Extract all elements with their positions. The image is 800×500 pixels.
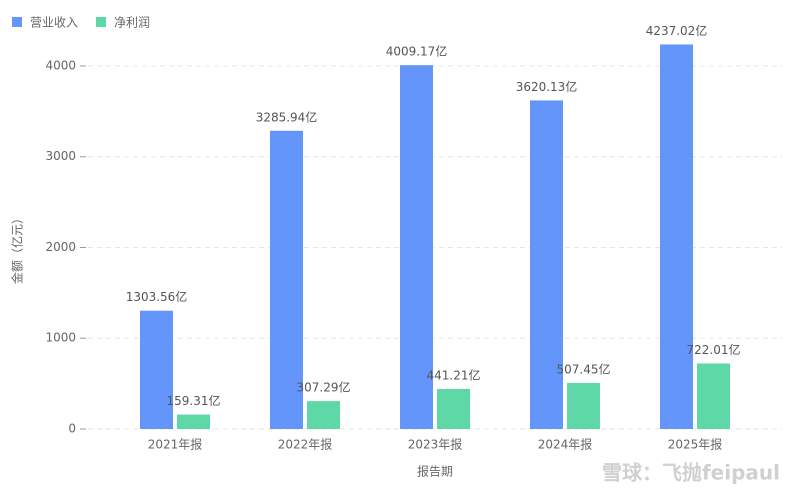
watermark: 雪球：飞抛feipaul bbox=[602, 461, 780, 485]
x-tick-label: 2024年报 bbox=[538, 437, 593, 452]
x-tick-label: 2023年报 bbox=[408, 437, 463, 452]
bar bbox=[307, 401, 340, 429]
value-label: 722.01亿 bbox=[687, 342, 741, 357]
value-label: 159.31亿 bbox=[167, 393, 221, 408]
value-label: 441.21亿 bbox=[427, 367, 481, 382]
value-label: 4237.02亿 bbox=[646, 23, 708, 38]
value-label: 507.45亿 bbox=[557, 361, 611, 376]
y-tick-label: 4000 bbox=[45, 58, 76, 72]
y-tick-label: 3000 bbox=[45, 149, 76, 163]
x-tick-label: 2025年报 bbox=[668, 437, 723, 452]
bar bbox=[437, 388, 470, 429]
legend-swatch bbox=[96, 17, 107, 27]
y-tick-label: 1000 bbox=[45, 331, 76, 345]
bar bbox=[177, 414, 210, 429]
y-tick-label: 2000 bbox=[45, 240, 76, 254]
y-tick-label: 0 bbox=[68, 422, 76, 436]
value-label: 307.29亿 bbox=[297, 380, 351, 395]
value-label: 3285.94亿 bbox=[256, 109, 318, 124]
legend-label: 营业收入 bbox=[30, 16, 78, 30]
y-axis-label: 金额（亿元） bbox=[10, 212, 25, 284]
legend-label: 净利润 bbox=[114, 16, 150, 30]
bar bbox=[400, 65, 433, 430]
x-tick-label: 2022年报 bbox=[278, 437, 333, 452]
bar bbox=[660, 44, 693, 430]
bar bbox=[697, 363, 730, 429]
x-axis-label: 报告期 bbox=[417, 464, 453, 479]
bar bbox=[530, 100, 563, 429]
value-label: 4009.17亿 bbox=[386, 44, 448, 59]
value-label: 1303.56亿 bbox=[126, 289, 188, 304]
x-tick-label: 2021年报 bbox=[148, 437, 203, 452]
bar bbox=[270, 130, 303, 429]
bar bbox=[567, 382, 600, 429]
bar bbox=[140, 310, 173, 429]
value-label: 3620.13亿 bbox=[516, 79, 578, 94]
legend-swatch bbox=[12, 17, 22, 27]
